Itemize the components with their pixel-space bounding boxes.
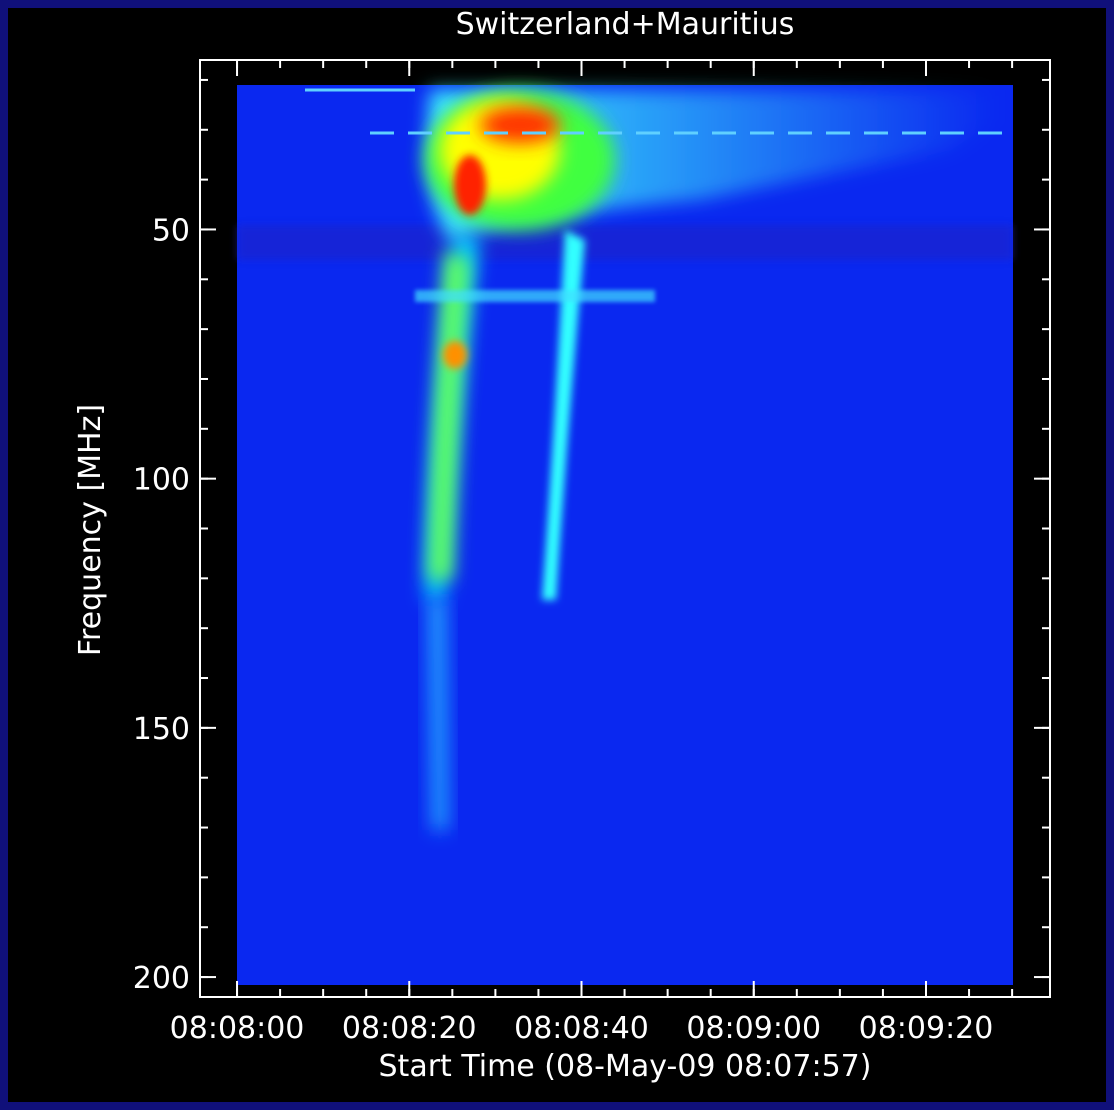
y-axis-label: Frequency [MHz] [73,404,108,656]
interference [415,290,655,302]
drift-core [428,250,470,580]
y-tick-label: 150 [133,712,190,747]
burst-core [443,341,467,369]
x-tick-label: 08:08:20 [342,1011,477,1046]
burst-core [480,107,560,143]
spectrogram [237,85,1013,985]
x-tick-label: 08:08:40 [514,1011,649,1046]
y-tick-label: 50 [152,213,190,248]
x-tick-label: 08:08:00 [170,1011,305,1046]
y-tick-label: 100 [133,463,190,498]
drift-lane [428,600,448,830]
x-tick-label: 08:09:20 [859,1011,994,1046]
x-tick-label: 08:09:00 [686,1011,821,1046]
band [237,225,1013,260]
chart-title: Switzerland+Mauritius [456,7,795,42]
drift-lane [542,230,585,600]
spectrogram-field [237,85,1013,985]
burst-core [454,155,486,215]
x-axis-label: Start Time (08-May-09 08:07:57) [379,1049,872,1084]
y-tick-label: 200 [133,961,190,996]
